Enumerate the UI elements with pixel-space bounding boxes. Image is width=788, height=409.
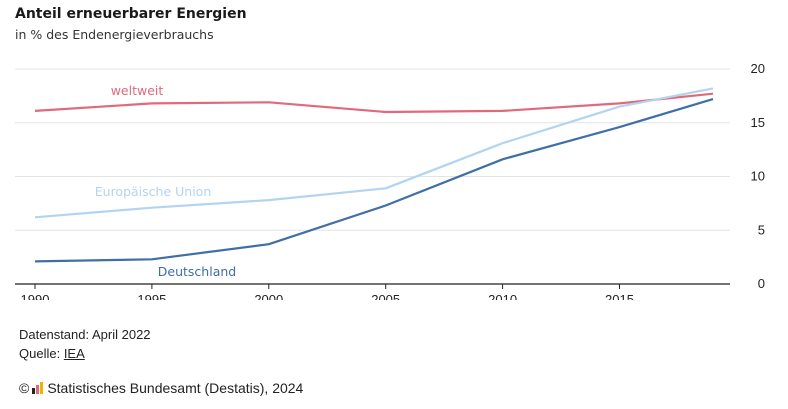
x-axis: 1990 1995 2000 2005 2010 2015 [15,283,730,300]
series-label-0: weltweit [111,83,164,98]
x-tick-label: 1995 [137,292,166,300]
chart-subtitle: in % des Endenergieverbrauchs [15,27,214,42]
y-tick-label: 15 [751,115,765,130]
y-tick-label: 10 [751,169,765,184]
series-line-1 [34,87,714,219]
source-link[interactable]: IEA [63,346,85,361]
series-line-2 [34,98,714,263]
x-tick-label: 1990 [21,292,50,300]
line-chart: 0 5 10 15 20 1990 1995 2000 2005 2010 2015 weltwe… [15,61,765,300]
copyright-text: Statistisches Bundesamt (Destatis), 2024 [47,380,304,396]
series-label-2: Deutschland [158,264,236,279]
copyright-line: © Statistisches Bundesamt (Destatis), 20… [19,380,303,396]
series-label-1: Europäische Union [95,184,212,199]
y-tick-label: 0 [758,276,765,291]
source-prefix: Quelle: [19,346,64,361]
x-tick-label: 2005 [371,292,400,300]
destatis-logo-icon [32,382,44,394]
series-line-0 [34,92,714,114]
source-line: Quelle: IEA [19,346,85,361]
x-tick-label: 2000 [254,292,283,300]
series-lines [34,87,714,263]
chart-title: Anteil erneuerbarer Energien [15,6,247,22]
series-labels: weltweit Europäische Union Deutschland [95,83,236,279]
y-tick-label: 5 [758,222,765,237]
x-tick-label: 2015 [605,292,634,300]
gridlines [15,68,730,231]
x-tick-label: 2010 [488,292,517,300]
y-tick-label: 20 [751,61,765,76]
copyright-symbol: © [19,380,30,396]
y-axis-ticks: 0 5 10 15 20 [751,61,765,291]
data-date: Datenstand: April 2022 [19,327,151,342]
